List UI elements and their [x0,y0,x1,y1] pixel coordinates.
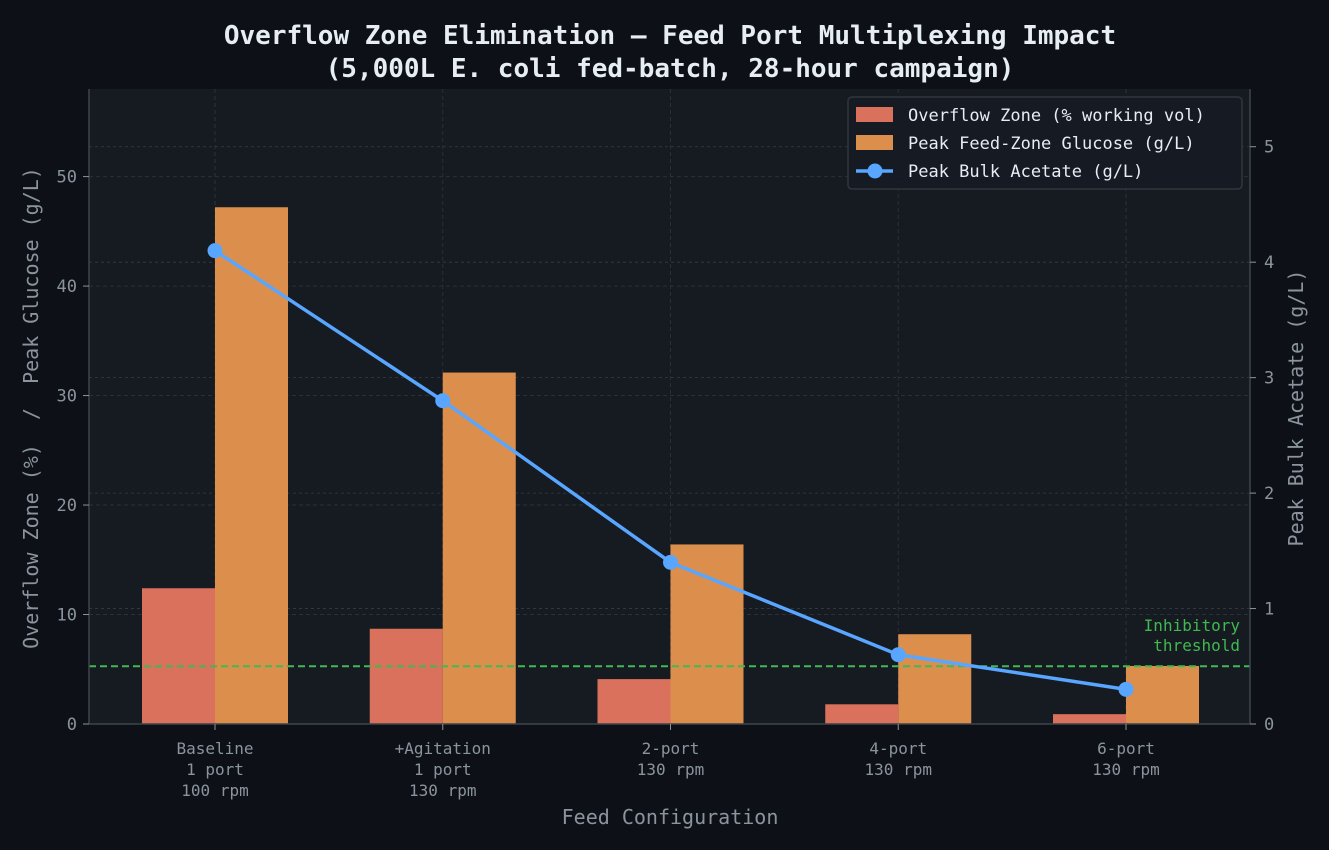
glucose-bar [898,634,972,724]
axes: 0 10 20 30 40 50 0 1 2 3 4 5 Baseline 1 port 100 rpm +A… [57,89,1274,800]
threshold-label: Inhibitory [1144,616,1241,635]
acetate-point [663,554,678,570]
legend: Overflow Zone (% working vol) Peak Feed-Z… [847,96,1243,190]
acetate-point [890,647,906,663]
overflow-zone-bar [597,679,671,724]
y-axis-left-label: Overflow Zone (%) / Peak Glucose (g/L) [19,167,43,649]
x-tick-label: +Agitation [395,739,491,758]
acetate-line-group [207,243,1134,697]
y-right-tick-label: 5 [1264,138,1274,158]
y-right-tick-label: 0 [1264,715,1274,735]
x-tick-label: 130 rpm [1092,760,1159,779]
legend-swatch [856,135,893,150]
y-right-tick-label: 1 [1264,600,1274,620]
y-left-tick-label: 40 [57,277,77,297]
overflow-zone-bar [825,704,899,724]
x-tick-label: 130 rpm [637,760,704,779]
chart-title: Overflow Zone Elimination — Feed Port Mu… [224,21,1116,51]
legend-marker [867,163,883,179]
legend-label: Peak Bulk Acetate (g/L) [908,162,1143,182]
x-tick-label: 130 rpm [409,781,476,800]
glucose-bar [1126,665,1199,724]
y-right-tick-label: 3 [1264,369,1274,389]
overflow-zone-bar [142,588,215,724]
x-tick-label: 4-port [869,739,927,758]
glucose-bar [670,544,744,724]
x-tick-label: 2-port [642,739,700,758]
y-left-tick-label: 0 [67,715,77,735]
legend-swatch [856,107,893,122]
acetate-point [207,243,223,259]
y-right-tick-label: 4 [1264,253,1274,273]
y-axis-right-label: Peak Bulk Acetate (g/L) [1284,270,1308,547]
x-tick-label: 130 rpm [865,760,932,779]
legend-label: Peak Feed-Zone Glucose (g/L) [908,134,1195,154]
y-left-tick-label: 20 [57,496,77,516]
threshold-label: threshold [1153,636,1240,655]
y-left-tick-label: 30 [57,387,77,407]
legend-box [847,96,1243,190]
y-right-tick-label: 2 [1264,484,1274,504]
x-tick-label: Baseline [176,739,253,758]
x-tick-label: 1 port [186,760,244,779]
glucose-bar [215,207,288,724]
y-left-tick-label: 10 [57,606,77,626]
chart-subtitle: (5,000L E. coli fed-batch, 28-hour campa… [326,54,1015,84]
y-left-tick-label: 50 [57,168,77,188]
x-axis-label: Feed Configuration [562,805,779,829]
acetate-point [1118,681,1134,697]
acetate-point [435,393,451,409]
overflow-zone-bar [369,628,443,724]
x-tick-label: 100 rpm [181,781,248,800]
x-tick-label: 6-port [1097,739,1155,758]
overflow-zone-bar [1053,714,1126,724]
legend-label: Overflow Zone (% working vol) [908,106,1205,126]
x-tick-label: 1 port [414,760,472,779]
